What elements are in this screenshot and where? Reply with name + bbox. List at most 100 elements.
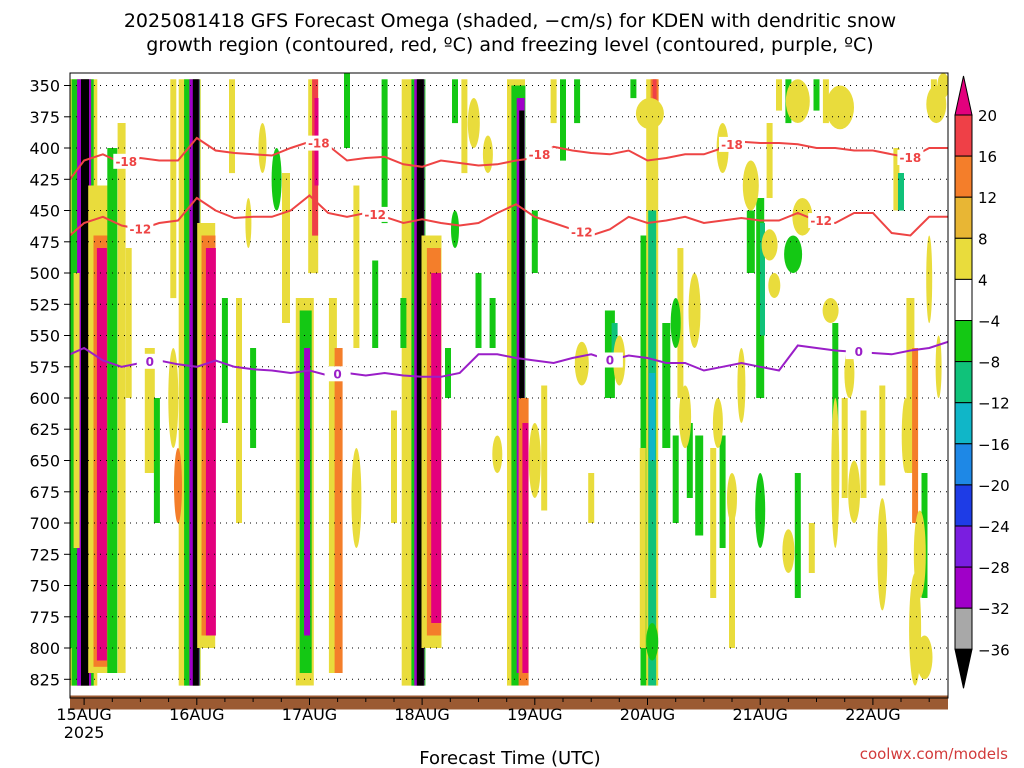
shade-strip-75 (672, 435, 679, 523)
colorbar-label-9: −20 (978, 477, 1010, 495)
contour-label--12: -12 (364, 208, 386, 222)
contour-label--18: -18 (308, 137, 330, 151)
shade-strip-21 (205, 248, 216, 636)
shade-strip-83 (746, 210, 755, 273)
shade-strip-99 (906, 298, 915, 473)
shade-strip-64 (588, 473, 595, 523)
x-tick-label-19AUG: 19AUG (507, 705, 562, 724)
shade-patch-26 (926, 235, 933, 324)
contour-label-bg (127, 221, 154, 237)
shade-strip-61 (550, 79, 557, 124)
shade-strip-8 (73, 273, 80, 548)
shade-patch-20 (528, 423, 541, 498)
shade-patch-30 (844, 348, 855, 398)
shade-strip-24 (236, 298, 242, 523)
contour-label--12: -12 (130, 222, 152, 236)
shade-strip-36 (353, 185, 360, 348)
y-tick-label-525: 525 (29, 295, 60, 314)
y-tick-label-375: 375 (29, 108, 60, 127)
contour-label--18: -18 (115, 155, 137, 169)
shade-patch-9 (784, 235, 803, 274)
shade-strip-3 (81, 79, 89, 686)
colorbar-label-6: −8 (978, 354, 1000, 372)
x-tick-label-20AUG: 20AUG (620, 705, 675, 724)
shade-strip-73 (652, 79, 657, 111)
shade-patch-16 (646, 623, 659, 661)
shade-strip-12 (144, 348, 155, 473)
contour-label-0: 0 (333, 367, 341, 381)
y-tick-label-625: 625 (29, 420, 60, 439)
shade-strip-92 (822, 79, 829, 124)
shade-strip-38 (381, 79, 388, 224)
contour-label-bg (808, 213, 835, 229)
shade-strip-81 (719, 435, 726, 548)
shade-patch-2 (826, 85, 854, 130)
shade-strip-35 (344, 73, 350, 148)
colorbar-bin-1 (954, 114, 973, 157)
colorbar-bin-7 (954, 361, 973, 404)
contour-label-0: 0 (606, 354, 614, 368)
shade-patch-12 (688, 273, 701, 348)
colorbar-bin-11 (954, 525, 973, 568)
y-tick-label-750: 750 (29, 577, 60, 596)
colorbar-label-7: −12 (978, 395, 1010, 413)
x-tick-label-21AUG: 21AUG (732, 705, 787, 724)
contour-label-bg (305, 135, 332, 151)
shade-strip-23 (229, 79, 235, 174)
shade-strip-86 (766, 123, 773, 198)
shade-patch-10 (768, 273, 781, 298)
plot-frame (69, 72, 949, 699)
shade-patch-38 (451, 210, 459, 249)
colorbar-bin-5 (954, 278, 973, 321)
x-tick-label-22AUG: 22AUG (845, 705, 900, 724)
shade-patch-7 (792, 198, 813, 236)
shade-strip-7 (70, 235, 77, 648)
y-tick-label-475: 475 (29, 233, 60, 252)
shade-strip-58 (522, 423, 529, 673)
shade-patch-13 (670, 298, 681, 348)
shade-strip-80 (710, 448, 717, 598)
x-tick-label-16AUG: 16AUG (169, 705, 224, 724)
shade-strip-97 (893, 148, 900, 211)
y-tick-label-600: 600 (29, 389, 60, 408)
shade-strip-11 (125, 248, 132, 398)
shade-patch-36 (467, 98, 480, 148)
contour-label-bg (568, 224, 595, 240)
shade-strip-22 (221, 298, 228, 423)
y-axis: 350 375 400 425 450 475 500 525 550 575 600 625 650 6… (29, 77, 70, 689)
shade-strip-49 (452, 79, 458, 124)
shade-strip-47 (400, 298, 407, 348)
x-tick-label-15AUG: 15AUG (56, 705, 111, 724)
shade-patch-33 (755, 473, 766, 548)
y-tick-label-425: 425 (29, 170, 60, 189)
y-tick-label-575: 575 (29, 358, 60, 377)
colorbar-label-10: −24 (978, 518, 1010, 536)
shade-strip-52 (489, 298, 496, 348)
omega-shading (70, 73, 948, 686)
shade-strip-6 (96, 248, 107, 661)
colorbar-bin-9 (954, 443, 973, 486)
credit-text: coolwx.com/models (860, 745, 1008, 763)
shade-strip-89 (794, 473, 801, 598)
contour-label-0: 0 (855, 345, 863, 359)
shade-patch-15 (574, 341, 589, 386)
contour-label-bg (719, 136, 745, 152)
shade-patch-41 (245, 198, 252, 248)
colorbar-label-4: 4 (978, 271, 988, 289)
colorbar-cap-bottom (954, 648, 973, 689)
y-tick-label-350: 350 (29, 77, 60, 96)
shade-patch-34 (727, 473, 737, 523)
y-tick-label-725: 725 (29, 545, 60, 564)
shade-strip-9 (107, 148, 118, 673)
x-axis: 15AUG 16AUG 17AUG 18AUG 19AUG 20AUG 21AUG 22AUG… (56, 698, 930, 742)
colorbar-label-11: −28 (978, 559, 1010, 577)
shade-strip-50 (461, 79, 468, 174)
y-tick-label-825: 825 (29, 670, 60, 689)
shade-patch-23 (848, 460, 861, 524)
y-tick-label-800: 800 (29, 639, 60, 658)
colorbar-cap-top (954, 75, 973, 116)
colorbar-label-3: 8 (978, 230, 988, 248)
shade-strip-13 (153, 398, 160, 523)
